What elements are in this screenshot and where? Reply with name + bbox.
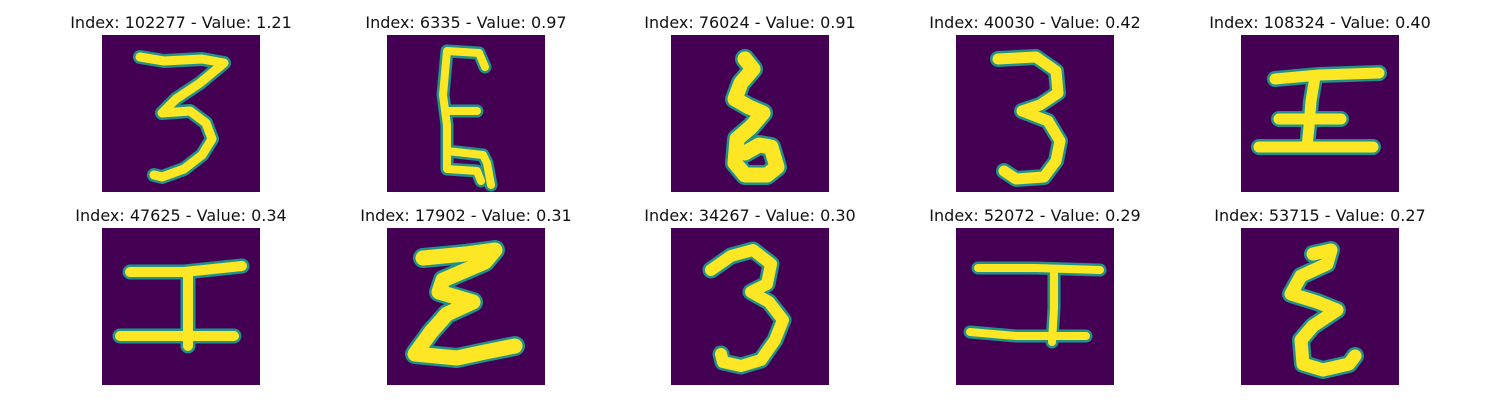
- panel-title: Index: 108324 - Value: 0.40: [1209, 13, 1431, 32]
- digit-image: [102, 35, 260, 192]
- image-panel-5: Index: 108324 - Value: 0.40: [1209, 13, 1431, 192]
- digit-image: [671, 228, 829, 385]
- digit-image: [387, 228, 545, 385]
- digit-image: [102, 228, 260, 385]
- panel-title: Index: 34267 - Value: 0.30: [644, 206, 856, 225]
- image-panel-1: Index: 102277 - Value: 1.21: [70, 13, 292, 192]
- digit-image: [1241, 228, 1399, 385]
- digit-image: [387, 35, 545, 192]
- panel-title: Index: 52072 - Value: 0.29: [929, 206, 1141, 225]
- panel-title: Index: 40030 - Value: 0.42: [929, 13, 1141, 32]
- panel-title: Index: 53715 - Value: 0.27: [1214, 206, 1426, 225]
- panel-title: Index: 76024 - Value: 0.91: [644, 13, 856, 32]
- image-panel-8: Index: 34267 - Value: 0.30: [644, 206, 856, 385]
- panel-title: Index: 17902 - Value: 0.31: [360, 206, 572, 225]
- digit-image: [956, 35, 1114, 192]
- digit-image: [956, 228, 1114, 385]
- panel-title: Index: 47625 - Value: 0.34: [75, 206, 287, 225]
- image-panel-10: Index: 53715 - Value: 0.27: [1214, 206, 1426, 385]
- digit-image: [671, 35, 829, 192]
- panel-title: Index: 6335 - Value: 0.97: [365, 13, 567, 32]
- image-panel-3: Index: 76024 - Value: 0.91: [644, 13, 856, 192]
- panel-title: Index: 102277 - Value: 1.21: [70, 13, 292, 32]
- image-panel-9: Index: 52072 - Value: 0.29: [929, 206, 1141, 385]
- image-panel-4: Index: 40030 - Value: 0.42: [929, 13, 1141, 192]
- image-panel-6: Index: 47625 - Value: 0.34: [75, 206, 287, 385]
- digit-image: [1241, 35, 1399, 192]
- image-panel-2: Index: 6335 - Value: 0.97: [365, 13, 567, 192]
- image-panel-7: Index: 17902 - Value: 0.31: [360, 206, 572, 385]
